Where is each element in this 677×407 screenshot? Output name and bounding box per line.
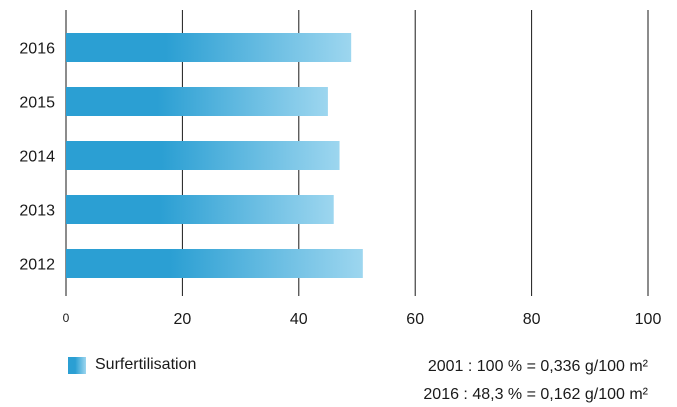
reference-note-2016: 2016 : 48,3 % = 0,162 g/100 m² (423, 386, 648, 403)
x-tick-label: 60 (406, 311, 424, 328)
bar-2012 (66, 249, 363, 278)
category-label-2012: 2012 (19, 257, 55, 274)
x-tick-label: 80 (523, 311, 541, 328)
legend: Surfertilisation (68, 356, 196, 374)
category-label-2016: 2016 (19, 41, 55, 58)
reference-note-2001: 2001 : 100 % = 0,336 g/100 m² (427, 358, 648, 375)
bar-2014 (66, 141, 340, 170)
bar-2015 (66, 87, 328, 116)
category-label-2013: 2013 (19, 203, 55, 220)
category-label-2014: 2014 (19, 149, 55, 166)
x-tick-label: 100 (635, 311, 662, 328)
category-label-2015: 2015 (19, 95, 55, 112)
bar-2013 (66, 195, 334, 224)
x-tick-label: 20 (174, 311, 192, 328)
category-labels: 2016 2015 2014 2013 2012 (19, 41, 55, 274)
bars (66, 33, 363, 278)
bar-2016 (66, 33, 352, 62)
x-tick-label: 40 (290, 311, 308, 328)
legend-label: Surfertilisation (95, 356, 197, 373)
legend-swatch (68, 356, 86, 374)
x-tick-label: 0 (63, 311, 70, 325)
x-axis-ticks: 0 20 40 60 80 100 (63, 311, 662, 328)
